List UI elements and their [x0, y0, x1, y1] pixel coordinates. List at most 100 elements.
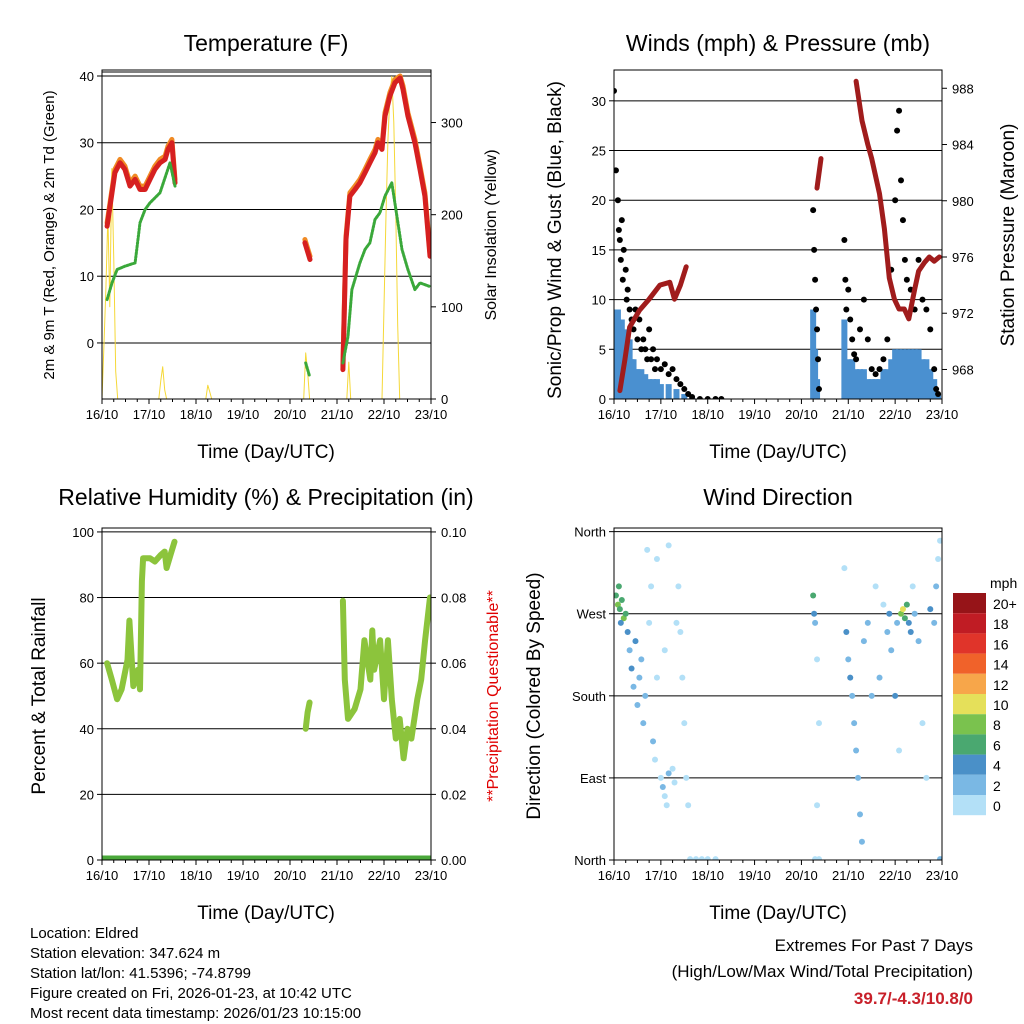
- direction-point: [617, 619, 624, 626]
- gust-point: [623, 296, 630, 303]
- direction-point: [653, 674, 660, 681]
- colorbar-label: 6: [993, 737, 1001, 753]
- direction-point: [661, 793, 668, 800]
- gust-point: [898, 177, 904, 184]
- x-tick-label: 23/10: [415, 868, 448, 883]
- colorbar-swatch: [953, 754, 986, 775]
- y2-tick-label: 972: [952, 306, 974, 321]
- x-tick-label: 16/10: [598, 868, 631, 883]
- colorbar-label: 4: [993, 758, 1001, 774]
- winds-plot: 0 5 10 15 20 25 30 968 972 976 980 984 988 16/10 17/10…: [592, 69, 974, 422]
- direction-point: [899, 606, 906, 613]
- 2m-td-line: [341, 181, 431, 365]
- direction-point: [915, 638, 922, 645]
- gust-point: [665, 371, 672, 378]
- x-tick-label: 17/10: [645, 407, 678, 422]
- gust-point: [933, 386, 940, 393]
- colorbar-label: 2: [993, 778, 1001, 794]
- figure-created: Figure created on Fri, 2026-01-23, at 10…: [30, 985, 352, 1002]
- direction-point: [810, 592, 817, 599]
- direction-point: [620, 615, 627, 622]
- colorbar-label: 14: [993, 657, 1009, 673]
- gust-point: [652, 366, 658, 373]
- colorbar-title: mph: [990, 575, 1017, 591]
- humidity-marks: [102, 538, 431, 860]
- y-tick-label: 5: [599, 342, 606, 357]
- x-tick-label: 16/10: [86, 868, 119, 883]
- 2m-t-line: [340, 75, 431, 373]
- colorbar-label: 12: [993, 677, 1009, 693]
- x-tick-label: 20/10: [274, 868, 307, 883]
- direction-point: [673, 619, 680, 626]
- gust-point: [872, 371, 879, 378]
- relative-humidity-line: [339, 594, 431, 762]
- direction-point: [615, 583, 622, 590]
- direction-point: [638, 656, 645, 663]
- y2-tick-label: 984: [952, 138, 974, 153]
- direction-point: [712, 856, 719, 860]
- wind-direction-title: Wind Direction: [703, 484, 853, 510]
- gust-point: [894, 127, 901, 134]
- gust-point: [853, 356, 860, 363]
- colorbar-swatch: [953, 795, 986, 816]
- y-tick-label: 20: [80, 787, 94, 802]
- x-tick-label: 19/10: [738, 868, 771, 883]
- plot-frame: [101, 69, 432, 400]
- gust-point: [923, 306, 930, 313]
- x-tick-label: 20/10: [785, 868, 818, 883]
- gust-point: [915, 256, 922, 263]
- y-tick-label: 20: [80, 202, 94, 217]
- latest-timestamp: Most recent data timestamp: 2026/01/23 1…: [30, 1005, 361, 1022]
- x-tick-label: 17/10: [133, 868, 166, 883]
- direction-point: [896, 747, 903, 754]
- gust-point: [689, 394, 696, 399]
- x-tick-label: 20/10: [274, 407, 307, 422]
- gust-point: [880, 356, 887, 363]
- x-tick-label: 19/10: [227, 407, 260, 422]
- station-latlon: Station lat/lon: 41.5396; -74.8799: [30, 965, 251, 982]
- direction-point: [814, 656, 821, 663]
- direction-point: [644, 546, 651, 553]
- direction-point: [911, 610, 918, 617]
- gust-point: [841, 236, 848, 243]
- direction-point: [860, 638, 867, 645]
- gust-point: [696, 396, 703, 399]
- direction-point: [632, 638, 639, 645]
- gust-point: [650, 346, 657, 353]
- direction-point: [663, 802, 670, 809]
- y2-tick-label: 988: [952, 81, 974, 96]
- gust-point: [811, 246, 818, 253]
- gust-point: [896, 107, 903, 114]
- gust-point: [620, 246, 627, 253]
- gust-point: [677, 381, 684, 388]
- colorbar-label: 0: [993, 798, 1001, 814]
- direction-point: [614, 601, 621, 608]
- gust-point: [614, 167, 619, 174]
- gust-point: [681, 386, 688, 393]
- direction-point: [665, 542, 672, 549]
- x-tick-label: 22/10: [368, 407, 401, 422]
- y2-tick-label: 980: [952, 194, 974, 209]
- station-pressure-line: [617, 264, 689, 394]
- direction-point: [933, 583, 940, 590]
- y2-tick-label: 968: [952, 362, 974, 377]
- gust-point: [876, 366, 883, 373]
- direction-point: [935, 556, 942, 563]
- direction-point: [845, 656, 852, 663]
- colorbar-swatch: [953, 714, 986, 735]
- colorbar-swatch: [953, 653, 986, 674]
- direction-point: [665, 770, 672, 777]
- gust-point: [857, 326, 863, 333]
- y-tick-label: 10: [592, 293, 606, 308]
- direction-point: [657, 774, 664, 781]
- direction-point: [622, 610, 629, 617]
- direction-point: [872, 583, 879, 590]
- direction-point: [937, 856, 942, 860]
- direction-point: [628, 665, 635, 672]
- x-tick-label: 18/10: [180, 407, 213, 422]
- gust-point: [927, 326, 934, 333]
- direction-point: [616, 606, 623, 613]
- gust-point: [673, 376, 680, 383]
- extremes-title: Extremes For Past 7 Days: [775, 936, 973, 955]
